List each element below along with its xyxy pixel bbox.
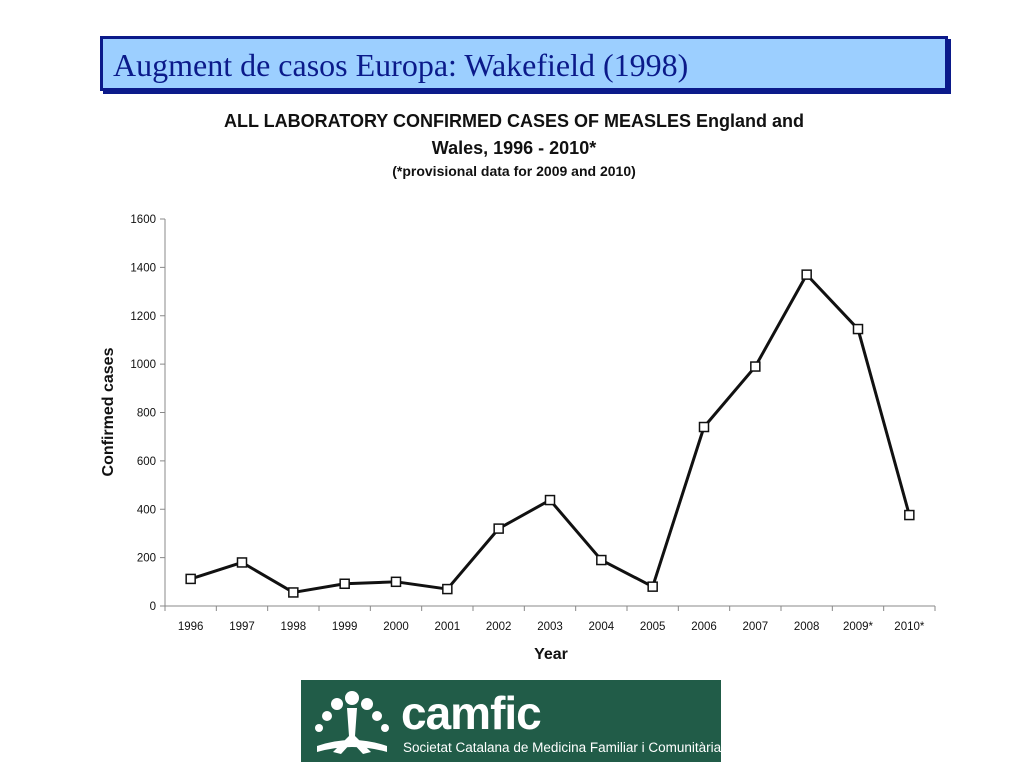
slide-title-box: Augment de casos Europa: Wakefield (1998…	[100, 36, 948, 91]
x-tick-label: 2005	[640, 621, 666, 633]
x-tick-label: 2003	[537, 621, 563, 633]
x-tick-label: 2000	[383, 621, 409, 633]
data-point-marker	[647, 581, 658, 592]
y-tick-label: 600	[137, 456, 156, 468]
x-axis: 1996 1997 1998 1999 2000 2001 2002 2003 2004 2005…	[164, 605, 936, 633]
slide-title: Augment de casos Europa: Wakefield (1998…	[113, 47, 689, 83]
y-tick-label: 1400	[130, 262, 156, 274]
y-tick-label: 800	[137, 408, 156, 420]
chart-subtitle: (*provisional data for 2009 and 2010)	[392, 163, 636, 179]
logo-subtitle: Societat Catalana de Medicina Familiar i…	[403, 740, 721, 755]
x-tick-label: 2008	[794, 621, 820, 633]
x-tick-label: 2007	[743, 621, 769, 633]
x-tick-label: 1996	[178, 621, 204, 633]
x-tick-label: 2002	[486, 621, 512, 633]
data-point-marker	[339, 578, 350, 589]
data-point-marker	[904, 509, 915, 521]
y-tick-label: 1200	[130, 311, 156, 323]
series-confirmed-cases	[185, 269, 915, 598]
x-tick-label: 2010*	[894, 621, 925, 633]
data-point-marker	[750, 361, 761, 372]
data-point-marker	[493, 523, 504, 534]
x-axis-label: Year	[534, 646, 568, 663]
y-tick-label: 0	[150, 601, 156, 613]
x-tick-label: 2004	[589, 621, 615, 633]
data-point-marker	[390, 576, 402, 588]
chart-title-line-2: Wales, 1996 - 2010*	[431, 138, 597, 158]
data-point-marker	[288, 587, 299, 598]
x-tick-label: 2006	[691, 621, 717, 633]
x-tick-label: 2001	[435, 621, 461, 633]
chart-title-line-1: ALL LABORATORY CONFIRMED CASES OF MEASLE…	[223, 111, 805, 131]
y-tick-label: 200	[137, 553, 156, 565]
data-point-marker	[544, 494, 556, 506]
data-point-marker	[185, 573, 196, 585]
data-point-marker	[236, 557, 248, 568]
data-point-marker	[698, 421, 710, 433]
x-tick-label: 2009*	[843, 621, 874, 633]
chart-title: ALL LABORATORY CONFIRMED CASES OF MEASLE…	[150, 108, 878, 180]
logo-name: camfic	[401, 687, 542, 739]
x-tick-label: 1998	[281, 621, 307, 633]
tree-people-icon	[315, 691, 389, 754]
series-line	[190, 273, 911, 594]
y-axis-label: Confirmed cases	[100, 347, 117, 476]
data-point-marker	[596, 554, 607, 566]
data-point-marker	[442, 583, 453, 595]
y-axis: 0 200 400 600 800 1000 1200 1400 1600	[130, 214, 166, 613]
x-tick-label: 1999	[332, 621, 358, 633]
camfic-logo: camfic Societat Catalana de Medicina Fam…	[301, 680, 721, 762]
y-tick-label: 1000	[130, 359, 156, 371]
data-point-marker	[801, 269, 812, 280]
y-tick-label: 1600	[130, 214, 156, 226]
data-point-marker	[852, 323, 864, 335]
y-tick-label: 400	[137, 504, 156, 516]
x-tick-label: 1997	[229, 621, 255, 633]
